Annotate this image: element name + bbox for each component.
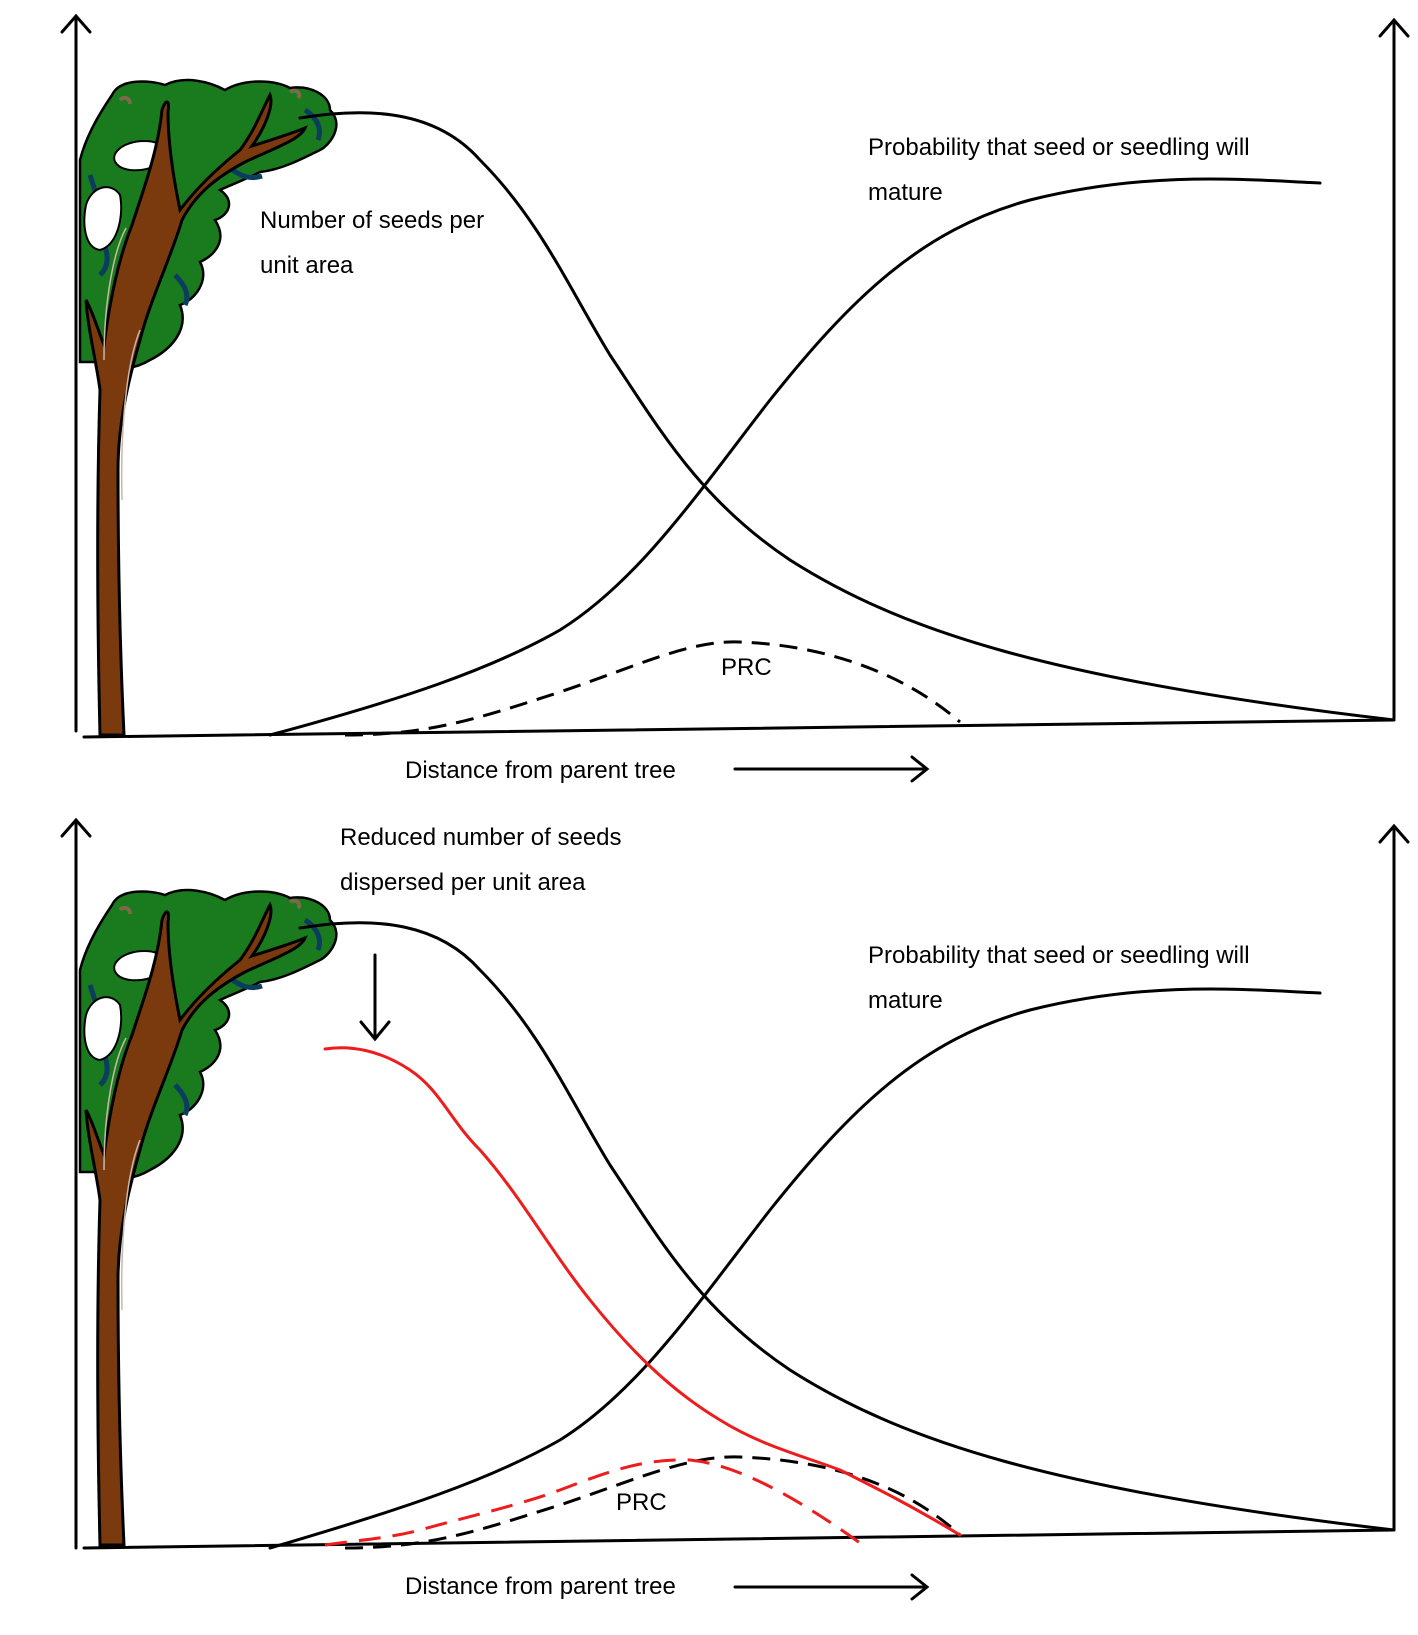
- bottom-seed-number-curve: [298, 921, 1396, 1532]
- top-seeds-label-line2: unit area: [260, 252, 354, 279]
- top-x-axis-label: Distance from parent tree: [405, 757, 676, 784]
- top-x-direction-arrow: [733, 755, 930, 783]
- reduction-arrow: [359, 953, 391, 1042]
- bottom-right-y-axis: [1378, 823, 1410, 1532]
- top-seed-number-curve: [298, 111, 1396, 722]
- bottom-x-axis-label: Distance from parent tree: [405, 1573, 676, 1600]
- reduced-label-line1: Reduced number of seeds: [340, 824, 622, 851]
- top-x-axis: [82, 718, 1396, 739]
- top-probability-label-line2: mature: [868, 179, 943, 206]
- bottom-prc-label: PRC: [616, 1489, 667, 1516]
- bottom-tree-illustration: [80, 890, 336, 1545]
- bottom-maturation-probability-curve: [268, 987, 1322, 1550]
- bottom-panel: Reduced number of seeds dispersed per un…: [60, 817, 1410, 1601]
- top-right-y-axis: [1378, 17, 1410, 720]
- reduced-seed-number-curve: [323, 1046, 962, 1537]
- top-prc-curve: [344, 640, 961, 737]
- bottom-probability-label-line2: mature: [868, 987, 943, 1014]
- top-prc-label: PRC: [721, 654, 772, 681]
- top-seeds-label-line1: Number of seeds per: [260, 207, 484, 234]
- bottom-probability-label-line1: Probability that seed or seedling will: [868, 942, 1250, 969]
- top-maturation-probability-curve: [268, 177, 1322, 737]
- bottom-prc-curve: [344, 1455, 962, 1550]
- bottom-x-direction-arrow: [733, 1573, 930, 1601]
- top-tree-illustration: [80, 80, 336, 735]
- bottom-x-axis: [82, 1528, 1396, 1550]
- top-probability-label-line1: Probability that seed or seedling will: [868, 134, 1250, 161]
- reduced-label-line2: dispersed per unit area: [340, 869, 586, 896]
- bottom-left-y-axis: [60, 817, 92, 1550]
- top-left-y-axis: [60, 13, 92, 733]
- top-panel: Number of seeds per unit area Probabilit…: [60, 13, 1410, 784]
- reduced-prc-curve: [324, 1458, 861, 1547]
